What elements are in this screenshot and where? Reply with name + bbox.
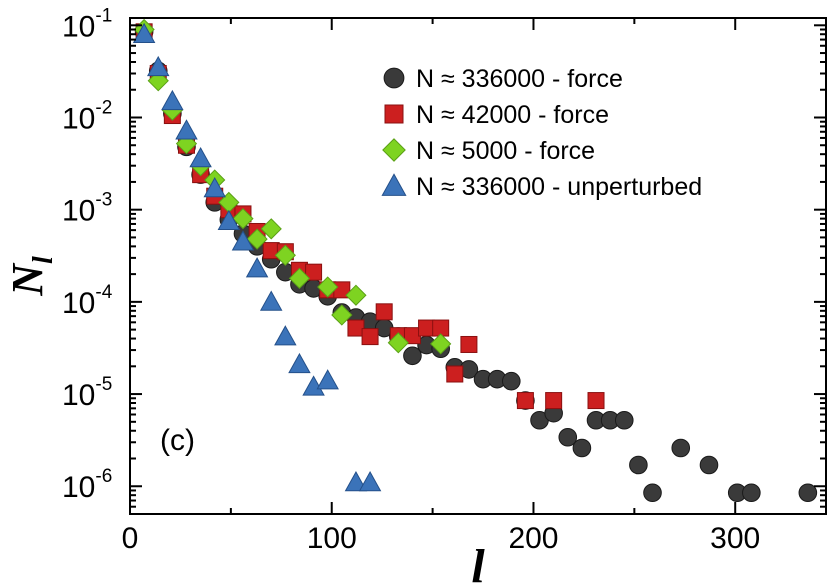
data-point: [331, 304, 353, 326]
y-axis-label: Nl: [3, 256, 59, 297]
legend-label: N ≈ 5000 - force: [416, 137, 595, 165]
data-point: [274, 244, 296, 266]
data-point: [516, 392, 534, 410]
data-point: [387, 332, 409, 354]
x-tick-label: 0: [122, 522, 139, 555]
data-point: [375, 303, 393, 321]
data-point: [217, 209, 241, 231]
y-tick-exponent: -6: [95, 466, 112, 487]
legend-marker: [382, 138, 406, 162]
data-point: [316, 369, 339, 390]
data-point: [345, 284, 367, 306]
data-point: [288, 267, 311, 289]
y-tick-exponent: -2: [95, 97, 112, 118]
data-point: [587, 392, 605, 410]
y-tick-exponent: -4: [95, 282, 112, 303]
legend: N ≈ 336000 - force N ≈ 42000 - force N ≈ 5…: [381, 65, 702, 201]
data-point: [260, 218, 282, 240]
data-point: [231, 230, 255, 251]
data-point: [501, 371, 521, 391]
data-point: [175, 133, 198, 155]
x-axis-label: l: [471, 540, 485, 588]
data-point: [189, 146, 212, 168]
data-point: [614, 410, 634, 430]
data-point: [643, 483, 662, 503]
series-4: [132, 22, 382, 492]
data-point: [430, 333, 452, 355]
legend-label: N ≈ 336000 - unperturbed: [416, 173, 702, 201]
data-point: [403, 346, 422, 366]
data-point: [203, 177, 226, 198]
data-point: [742, 483, 761, 503]
data-point: [245, 257, 269, 278]
data-point: [232, 207, 254, 230]
data-point: [344, 471, 368, 492]
legend-marker: [384, 104, 404, 124]
data-point: [175, 119, 198, 140]
data-point: [558, 427, 578, 447]
data-point: [572, 438, 592, 458]
data-point: [629, 455, 648, 475]
data-point: [545, 392, 563, 410]
data-point: [347, 319, 365, 337]
y-tick-exponent: -1: [95, 5, 112, 26]
x-axis: 0 100 200 300: [122, 18, 760, 555]
data-point: [274, 325, 297, 346]
y-axis-label-main: N: [3, 262, 52, 297]
data-point: [798, 483, 818, 503]
legend-label: N ≈ 42000 - force: [416, 101, 609, 129]
y-tick-exponent: -3: [95, 190, 112, 211]
legend-label: N ≈ 336000 - force: [416, 65, 623, 93]
axes-frame: [129, 17, 827, 515]
data-point: [146, 55, 170, 77]
data-point: [361, 328, 379, 346]
data-point: [132, 22, 156, 44]
data-point: [288, 352, 311, 374]
data-point: [671, 438, 691, 458]
y-axis-label-subscript: l: [28, 256, 59, 264]
data-point: [358, 471, 382, 492]
data-point: [317, 276, 339, 298]
legend-marker: [383, 67, 405, 89]
data-point: [246, 228, 268, 250]
data-point: [161, 89, 184, 111]
plot-area: [132, 18, 818, 503]
x-tick-label: 300: [710, 522, 760, 555]
x-tick-label: 200: [508, 522, 558, 555]
y-tick-exponent: -5: [95, 374, 112, 395]
data-point: [259, 290, 283, 311]
data-point: [460, 335, 478, 353]
legend-marker: [381, 173, 407, 196]
data-point: [699, 455, 719, 475]
panel-annotation: (c): [160, 424, 195, 457]
data-point: [446, 365, 464, 383]
data-point: [418, 319, 436, 337]
data-point: [305, 263, 323, 281]
x-tick-label: 100: [307, 522, 357, 555]
